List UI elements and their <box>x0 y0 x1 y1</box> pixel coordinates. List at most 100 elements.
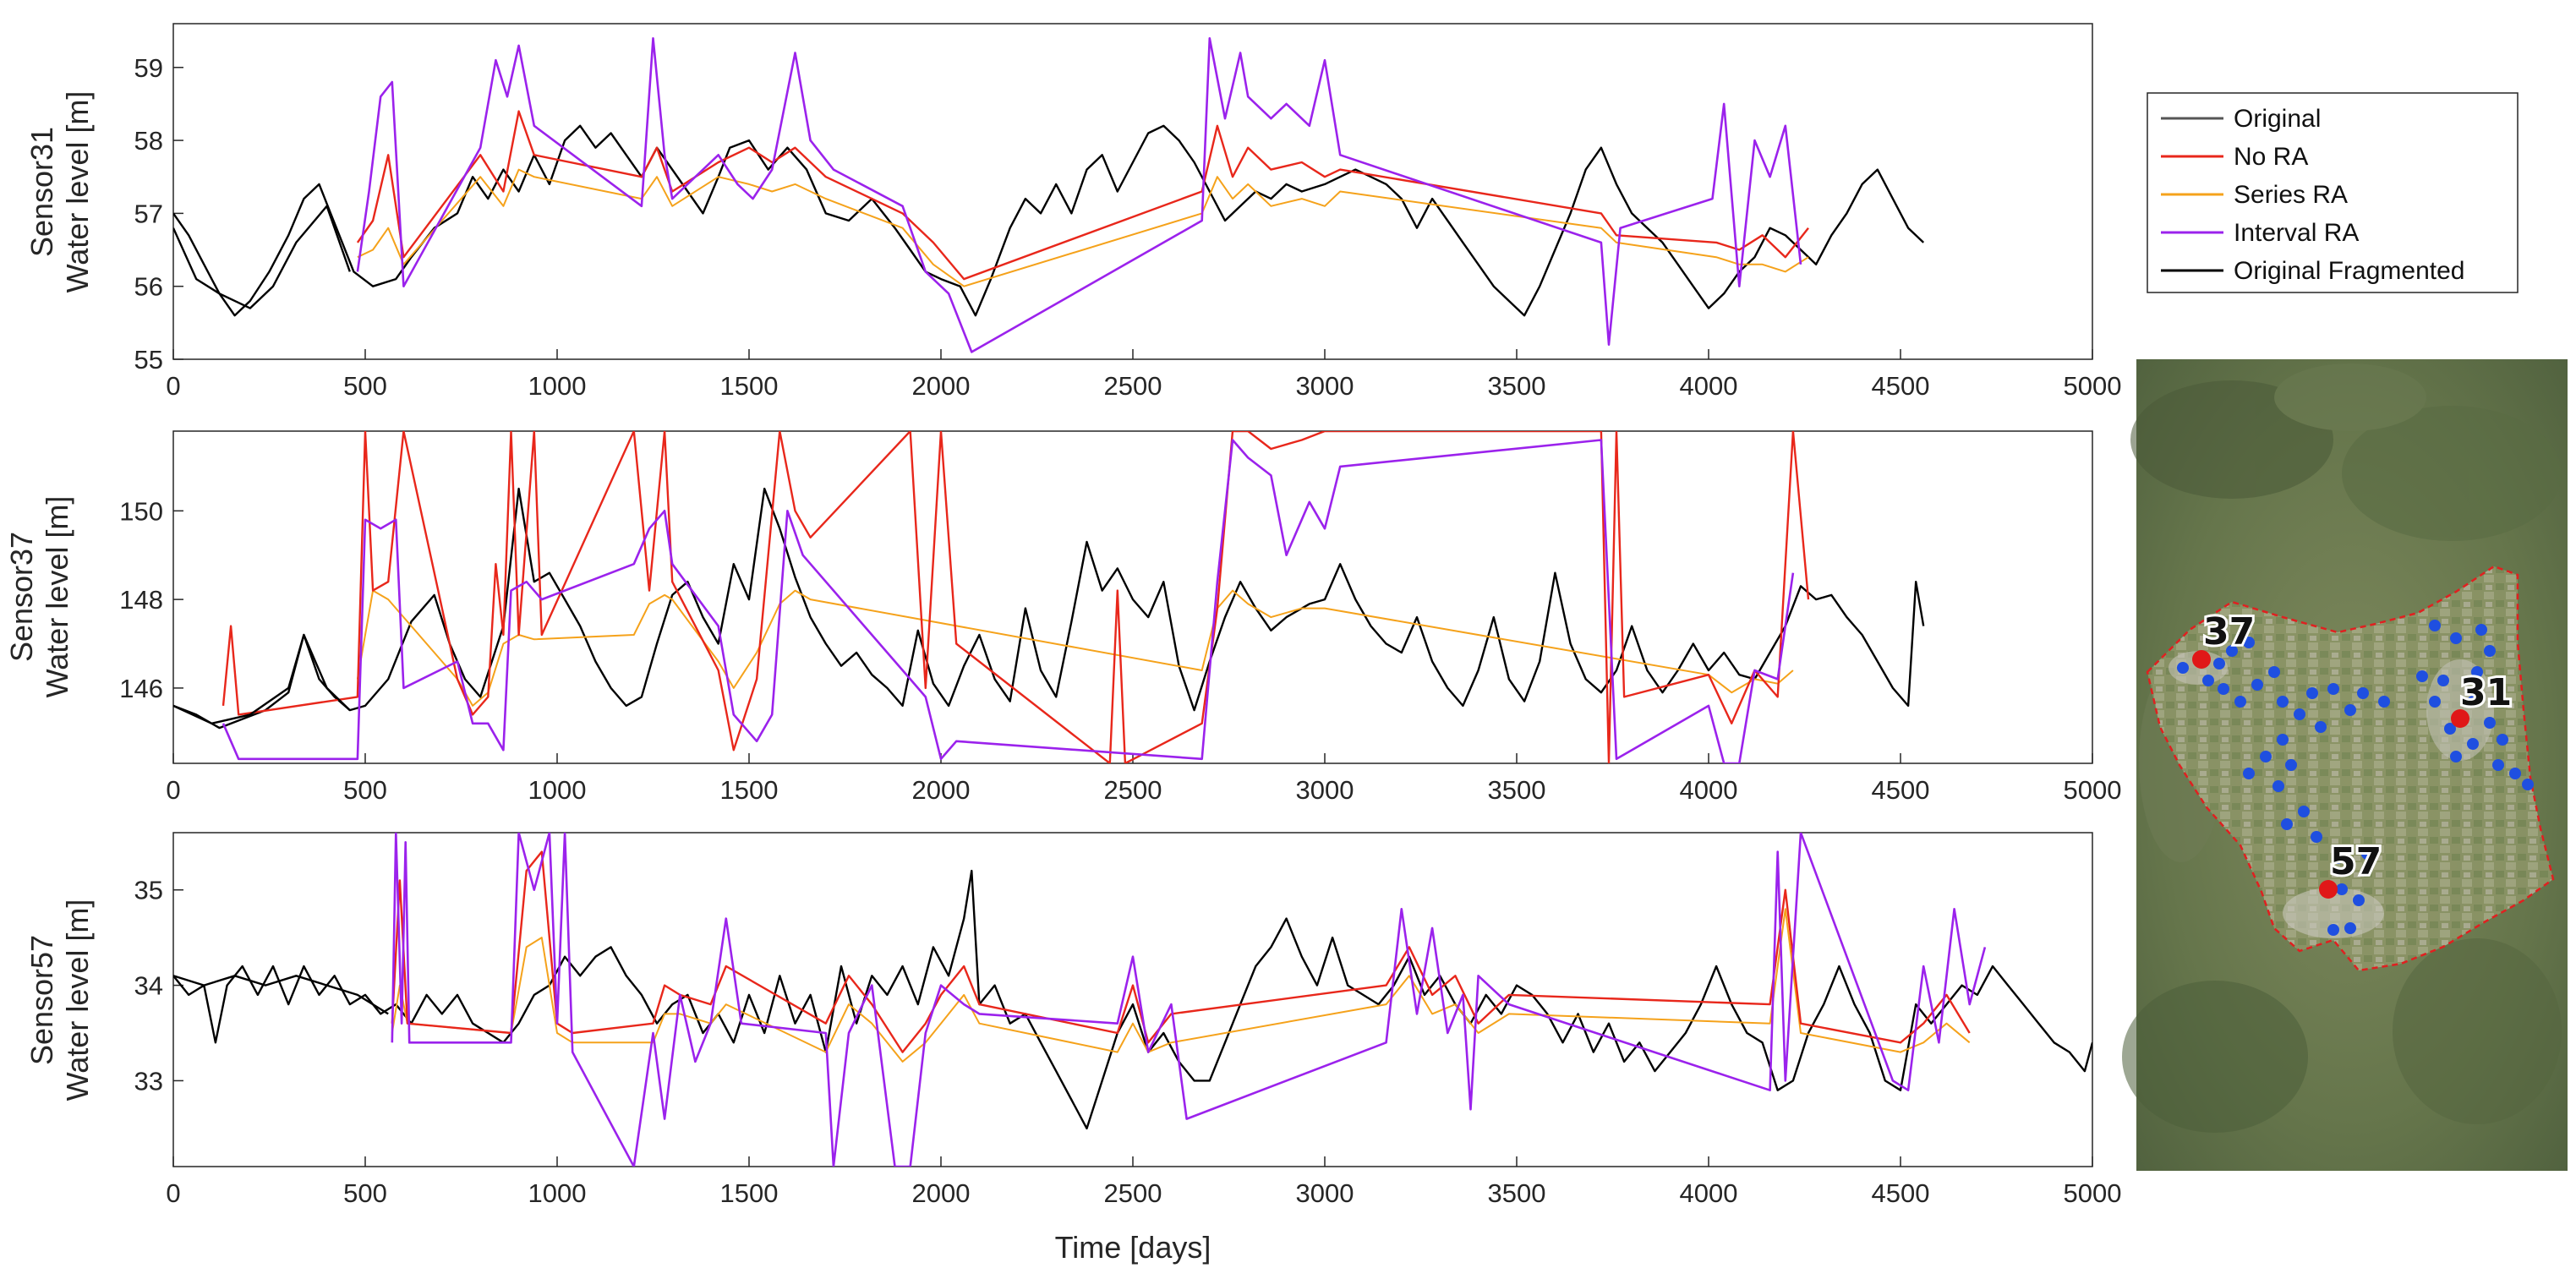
well-marker <box>2277 734 2289 746</box>
well-31-label: 31 <box>2460 671 2512 714</box>
well-marker <box>2251 679 2263 691</box>
well-marker <box>2357 687 2369 699</box>
sensor31-xtick-label: 4500 <box>1872 371 1930 401</box>
sensor31-ytick-label: 55 <box>134 345 163 374</box>
well-marker <box>2429 696 2441 708</box>
sensor37-series-group <box>173 431 1925 763</box>
sensor57-xtick-label: 4000 <box>1680 1178 1738 1208</box>
sensor37-series-series-ra <box>356 589 1794 707</box>
well-marker <box>2234 696 2246 708</box>
legend-label-original-fragmented: Original Fragmented <box>2234 257 2464 285</box>
well-marker <box>2327 683 2339 695</box>
well-marker <box>2492 759 2504 771</box>
sensor37-ytick-label: 150 <box>119 496 163 526</box>
sensor37-ylabel-units: Water level [m] <box>40 496 74 698</box>
well-marker <box>2268 666 2280 678</box>
sensor57-axes-box <box>172 832 2093 1167</box>
well-marker <box>2272 780 2284 792</box>
sensor57-xtick-label: 1000 <box>528 1178 587 1208</box>
sensor37-xtick-label: 1500 <box>720 775 779 805</box>
well-marker <box>2336 883 2348 895</box>
sensor37-xtick-label: 3000 <box>1296 775 1354 805</box>
well-marker <box>2471 666 2483 678</box>
well-marker <box>2298 806 2310 817</box>
well-57-marker <box>2319 880 2338 899</box>
well-marker <box>2437 675 2449 686</box>
legend-entry-no-ra: No RA <box>2161 143 2308 171</box>
sensor31-xtick-label: 4000 <box>1680 371 1738 401</box>
sensor57-series-no-ra <box>391 850 1971 1053</box>
legend-entry-original-fragmented: Original Fragmented <box>2161 257 2464 285</box>
sensor37-xtick-label: 0 <box>166 775 180 805</box>
sensor57-x-ticks: 0 500 1000 1500 2000 2500 3000 3500 4000 4500 5000 <box>166 1156 2121 1208</box>
sensor57-y-ticks: 33 34 35 <box>134 876 183 1096</box>
well-37-marker <box>2192 650 2211 669</box>
sensor31-plot: 55 56 57 58 59 0 500 1000 1500 2000 2500 3000 3500 4… <box>25 23 2121 401</box>
well-marker <box>2243 637 2255 648</box>
sensor37-xtick-label: 2000 <box>912 775 971 805</box>
legend-entry-original: Original <box>2161 105 2321 133</box>
well-marker <box>2509 768 2521 779</box>
sensor31-y-ticks: 55 56 57 58 59 <box>134 53 183 374</box>
sensor37-series-original-fragmented <box>173 633 351 724</box>
sensor31-series-interval-ra <box>356 36 1802 353</box>
well-marker <box>2344 922 2356 934</box>
sensor37-ytick-label: 148 <box>119 585 163 615</box>
well-marker <box>2306 687 2318 699</box>
sensor37-xtick-label: 4500 <box>1872 775 1930 805</box>
sensor37-ylabel: Sensor37 <box>4 532 39 662</box>
well-marker <box>2226 645 2238 657</box>
legend-label-no-ra: No RA <box>2234 143 2308 171</box>
legend-box <box>2147 92 2519 293</box>
sensor37-y-ticks: 146 148 150 <box>119 496 183 703</box>
well-marker <box>2311 831 2322 843</box>
sensor37-ytick-label: 146 <box>119 674 163 703</box>
well-marker <box>2327 924 2339 936</box>
well-marker <box>2378 696 2390 708</box>
sensor31-ytick-label: 59 <box>134 53 163 83</box>
well-marker <box>2281 818 2293 830</box>
sensor37-series-no-ra <box>222 431 1810 763</box>
well-marker <box>2361 848 2373 860</box>
well-marker <box>2450 632 2462 644</box>
sensor37-xtick-label: 1000 <box>528 775 587 805</box>
sensor57-xtick-label: 0 <box>166 1178 180 1208</box>
legend-label-interval-ra: Interval RA <box>2234 219 2359 247</box>
well-marker <box>2484 717 2496 729</box>
sensor31-xtick-label: 0 <box>166 371 180 401</box>
legend-label-series-ra: Series RA <box>2234 181 2348 209</box>
well-marker <box>2444 723 2456 735</box>
well-marker <box>2497 734 2508 746</box>
well-57-label: 57 <box>2330 840 2382 883</box>
sensor31-axes-box <box>172 23 2093 360</box>
well-marker <box>2522 779 2534 790</box>
sensor57-xtick-label: 5000 <box>2064 1178 2122 1208</box>
well-marker <box>2213 658 2225 670</box>
well-31-marker <box>2451 709 2469 728</box>
sensor31-ytick-label: 58 <box>134 126 163 156</box>
sensor31-xtick-label: 500 <box>343 371 387 401</box>
well-marker <box>2429 620 2441 631</box>
sensor31-xtick-label: 5000 <box>2064 371 2122 401</box>
sensor31-xtick-label: 2500 <box>1104 371 1162 401</box>
x-axis-label: Time [days] <box>1055 1230 1211 1265</box>
legend-entry-interval-ra: Interval RA <box>2161 219 2359 247</box>
well-marker <box>2260 751 2272 762</box>
sensor57-ytick-label: 34 <box>134 971 163 1001</box>
sensor57-xtick-label: 2000 <box>912 1178 971 1208</box>
sensor57-series-original-fragmented <box>173 975 389 1015</box>
well-marker <box>2475 624 2487 636</box>
sensor31-x-ticks: 0 500 1000 1500 2000 2500 3000 3500 4000 4500 5000 <box>166 349 2121 401</box>
sensor57-xtick-label: 3500 <box>1488 1178 1546 1208</box>
sensor31-xtick-label: 3500 <box>1488 371 1546 401</box>
sensor31-ylabel: Sensor31 <box>25 127 59 257</box>
well-marker <box>2332 852 2344 864</box>
well-marker <box>2285 759 2297 771</box>
well-marker <box>2467 738 2479 750</box>
sensor57-plot: 33 34 35 0 500 1000 1500 2000 2500 3000 3500 4000 4… <box>25 832 2121 1265</box>
sensor57-series-interval-ra <box>391 833 1987 1167</box>
well-marker <box>2416 670 2428 682</box>
sensor57-xtick-label: 3000 <box>1296 1178 1354 1208</box>
legend-entry-series-ra: Series RA <box>2161 181 2348 209</box>
well-37-label: 37 <box>2203 610 2255 653</box>
